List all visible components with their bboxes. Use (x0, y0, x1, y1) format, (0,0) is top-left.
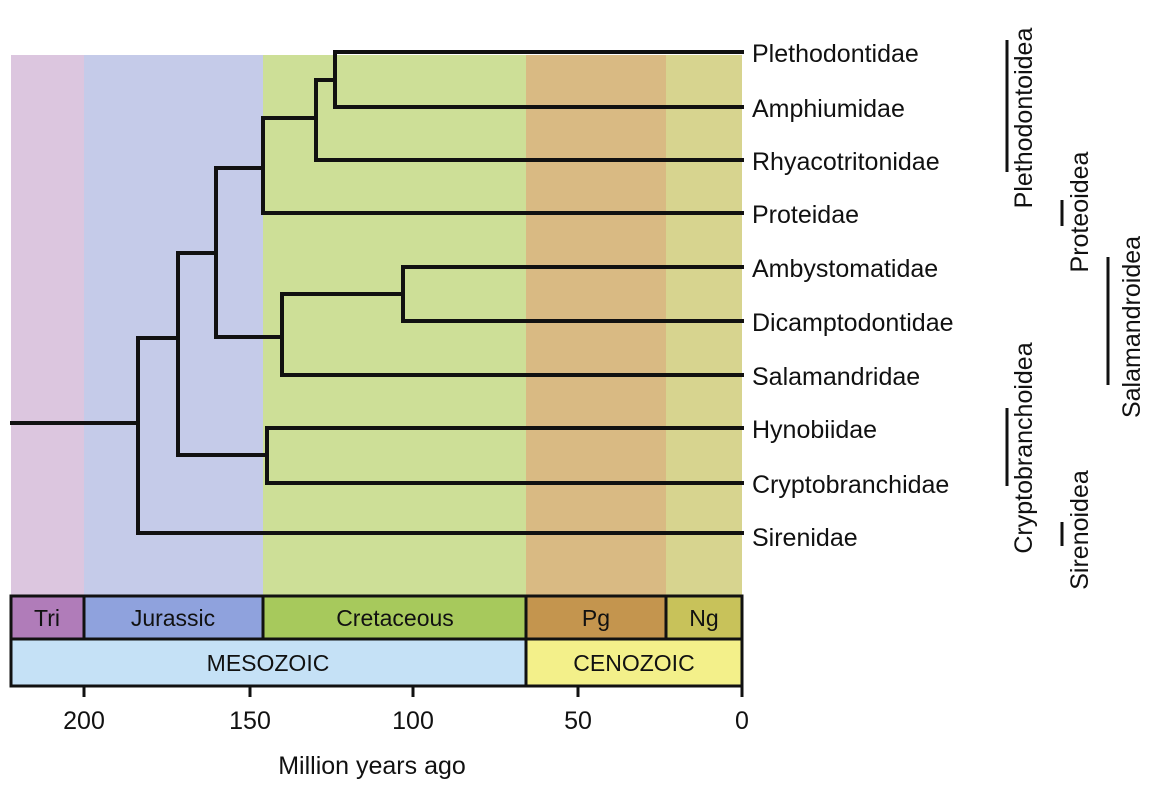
paleogene-band (526, 55, 666, 595)
sirenoidea-label: Sirenoidea (1066, 470, 1094, 590)
taxon-label: Salamandridae (752, 363, 920, 391)
cryptobranchoidea-label: Cryptobranchoidea (1010, 342, 1038, 553)
proteoidea-label: Proteoidea (1066, 151, 1094, 272)
cretaceous-band (263, 55, 526, 595)
taxon-label: Ambystomatidae (752, 255, 938, 283)
era-label: MESOZOIC (207, 650, 330, 676)
era-label: CENOZOIC (573, 650, 694, 676)
salamandroidea-label: Salamandroidea (1118, 236, 1146, 418)
group-brackets (1005, 40, 1110, 546)
period-ng (664, 594, 744, 641)
axis-title: Million years ago (278, 752, 466, 780)
taxon-label: Hynobiidae (752, 416, 877, 444)
period-label: Ng (689, 605, 718, 631)
tick-label: 150 (229, 707, 271, 735)
period-label: Cretaceous (336, 605, 454, 631)
taxon-label: Dicamptodontidae (752, 309, 954, 337)
triassic-band (11, 55, 84, 595)
tick-label: 100 (392, 707, 434, 735)
taxon-label: Sirenidae (752, 524, 858, 552)
period-label: Pg (582, 605, 610, 631)
neogene-band (666, 55, 742, 595)
jurassic-band (84, 55, 263, 595)
taxon-label: Proteidae (752, 201, 859, 229)
taxon-label: Cryptobranchidae (752, 471, 949, 499)
period-bar: Tri Jurassic Cretaceous Pg Ng (9, 594, 744, 641)
tick-label: 0 (735, 707, 749, 735)
era-bar: MESOZOIC CENOZOIC (9, 637, 744, 688)
taxa-labels: Plethodontidae Amphiumidae Rhyacotritoni… (752, 40, 954, 552)
taxon-label: Plethodontidae (752, 40, 919, 68)
tick-label: 50 (564, 707, 592, 735)
tick-label: 200 (63, 707, 105, 735)
time-axis: 200 150 100 50 0 Million years ago (11, 684, 749, 780)
phylogenetic-tree (10, 50, 744, 535)
period-label: Tri (34, 605, 60, 631)
taxon-label: Amphiumidae (752, 95, 905, 123)
taxon-label: Rhyacotritonidae (752, 148, 940, 176)
period-label: Jurassic (131, 605, 215, 631)
plethodontoidea-label: Plethodontoidea (1010, 28, 1038, 209)
